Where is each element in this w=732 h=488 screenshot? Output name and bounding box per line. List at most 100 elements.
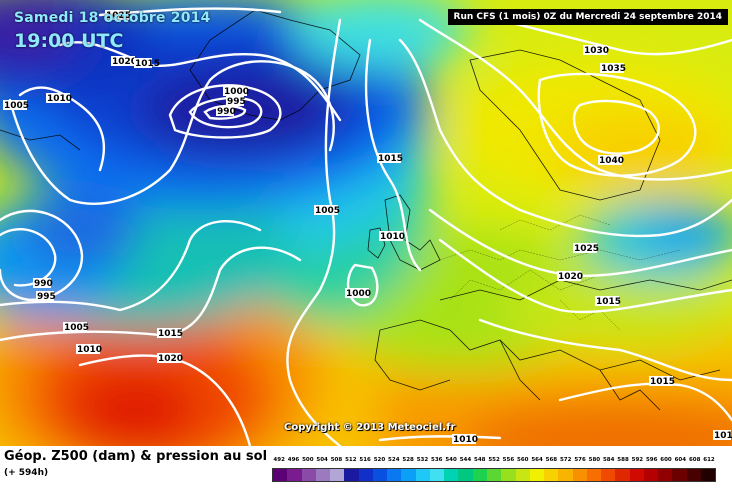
isobar-label-101-edge: 101 bbox=[714, 431, 732, 441]
scale-swatch bbox=[615, 469, 630, 481]
scale-swatch bbox=[601, 469, 616, 481]
scale-label: 608 bbox=[688, 457, 701, 463]
scale-swatch bbox=[458, 469, 473, 481]
isobar-lines bbox=[0, 7, 732, 446]
scale-swatch bbox=[301, 469, 316, 481]
scale-swatch bbox=[415, 469, 430, 481]
scale-swatch bbox=[472, 469, 487, 481]
isobar-label-1005-sw: 1005 bbox=[64, 323, 89, 333]
scale-swatch bbox=[686, 469, 701, 481]
scale-swatch bbox=[401, 469, 416, 481]
scale-swatch bbox=[315, 469, 331, 481]
scale-swatch bbox=[330, 469, 345, 481]
scale-swatch bbox=[700, 469, 716, 481]
color-scale-labels: 492 496 500 504 508 512 516 520 524 528 532 536 540 5… bbox=[272, 455, 716, 465]
legend-footer: Géop. Z500 (dam) & pression au sol (+ 59… bbox=[0, 446, 732, 488]
copyright-notice: Copyright © 2013 Meteociel.fr bbox=[284, 422, 456, 433]
scale-swatch bbox=[672, 469, 687, 481]
scale-label: 596 bbox=[645, 457, 658, 463]
scale-swatch bbox=[486, 469, 502, 481]
isobar-label-1020-e: 1020 bbox=[558, 272, 583, 282]
isobar-label-1015-e: 1015 bbox=[596, 297, 621, 307]
scale-swatch bbox=[586, 469, 602, 481]
scale-swatch bbox=[658, 469, 673, 481]
isobar-label-1015-nw: 1015 bbox=[135, 59, 160, 69]
scale-label: 576 bbox=[574, 457, 586, 463]
isobar-label-1005-w: 1005 bbox=[4, 101, 29, 111]
scale-label: 528 bbox=[402, 457, 414, 463]
coastlines bbox=[0, 9, 732, 411]
isobar-label-1030-ne: 1030 bbox=[584, 46, 609, 56]
scale-swatch bbox=[344, 469, 359, 481]
scale-label: 520 bbox=[373, 457, 386, 463]
isobar-label-1025-top: 1025 bbox=[106, 11, 131, 21]
isobar-label-990-sw: 990 bbox=[34, 279, 53, 289]
scale-label: 572 bbox=[559, 457, 572, 463]
forecast-time: 19:00 UTC bbox=[14, 30, 124, 52]
forecast-date: Samedi 18 octobre 2014 bbox=[14, 10, 211, 26]
scale-label: 612 bbox=[703, 457, 715, 463]
scale-label: 600 bbox=[660, 457, 672, 463]
color-scale-bar bbox=[272, 468, 716, 482]
scale-label: 532 bbox=[416, 457, 429, 463]
scale-swatch bbox=[572, 469, 587, 481]
scale-label: 552 bbox=[488, 457, 500, 463]
isobar-label-1010-s: 1010 bbox=[453, 435, 478, 445]
scale-swatch bbox=[529, 469, 545, 481]
legend-title: Géop. Z500 (dam) & pression au sol bbox=[4, 449, 266, 464]
isobar-label-1025-e: 1025 bbox=[574, 244, 599, 254]
scale-label: 496 bbox=[287, 457, 300, 463]
isobar-label-1010-nw: 1010 bbox=[47, 94, 72, 104]
scale-label: 584 bbox=[602, 457, 615, 463]
country-borders bbox=[439, 214, 681, 331]
isobar-label-995-low: 995 bbox=[227, 97, 246, 107]
scale-label: 588 bbox=[617, 457, 629, 463]
scale-swatch bbox=[287, 469, 302, 481]
scale-label: 492 bbox=[273, 457, 285, 463]
scale-swatch bbox=[444, 469, 459, 481]
isobar-label-1000-low: 1000 bbox=[224, 87, 249, 97]
scale-swatch bbox=[515, 469, 530, 481]
scale-label: 500 bbox=[302, 457, 314, 463]
scale-label: 560 bbox=[517, 457, 529, 463]
scale-label: 556 bbox=[502, 457, 515, 463]
scale-swatch bbox=[429, 469, 445, 481]
scale-label: 536 bbox=[431, 457, 443, 463]
isobar-label-1015-se: 1015 bbox=[650, 377, 675, 387]
scale-swatch bbox=[558, 469, 573, 481]
scale-swatch bbox=[629, 469, 644, 481]
scale-swatch bbox=[501, 469, 516, 481]
scale-label: 544 bbox=[459, 457, 472, 463]
isobar-label-1020-sw: 1020 bbox=[158, 354, 183, 364]
isobar-label-1040-ne: 1040 bbox=[599, 156, 624, 166]
scale-label: 512 bbox=[345, 457, 357, 463]
scale-swatch bbox=[273, 469, 288, 481]
isobar-label-1020-nw: 1020 bbox=[112, 57, 137, 67]
scale-label: 568 bbox=[545, 457, 558, 463]
scale-label: 504 bbox=[316, 457, 328, 463]
scale-label: 524 bbox=[388, 457, 400, 463]
scale-swatch bbox=[544, 469, 559, 481]
scale-label: 592 bbox=[631, 457, 644, 463]
scale-label: 580 bbox=[588, 457, 601, 463]
isobar-label-995-sw: 995 bbox=[37, 292, 56, 302]
scale-label: 564 bbox=[531, 457, 543, 463]
legend-subtitle: (+ 594h) bbox=[4, 468, 49, 478]
isobar-label-1010-mid: 1010 bbox=[380, 232, 405, 242]
scale-swatch bbox=[643, 469, 659, 481]
isobar-label-1000-mid: 1000 bbox=[346, 289, 371, 299]
scale-swatch bbox=[372, 469, 388, 481]
isobar-label-1010-sw: 1010 bbox=[77, 345, 102, 355]
scale-label: 540 bbox=[445, 457, 457, 463]
scale-label: 508 bbox=[330, 457, 343, 463]
isobar-label-1005-mid: 1005 bbox=[315, 206, 340, 216]
scale-label: 548 bbox=[474, 457, 486, 463]
isobar-label-1015-mid: 1015 bbox=[378, 154, 403, 164]
scale-swatch bbox=[358, 469, 373, 481]
scale-swatch bbox=[387, 469, 402, 481]
isobar-labels: 1025 1020 1015 1010 1005 1000 995 990 10… bbox=[3, 10, 732, 445]
isobar-label-1035-ne: 1035 bbox=[601, 64, 626, 74]
scale-label: 604 bbox=[674, 457, 687, 463]
model-run-banner: Run CFS (1 mois) 0Z du Mercredi 24 septe… bbox=[447, 9, 728, 25]
